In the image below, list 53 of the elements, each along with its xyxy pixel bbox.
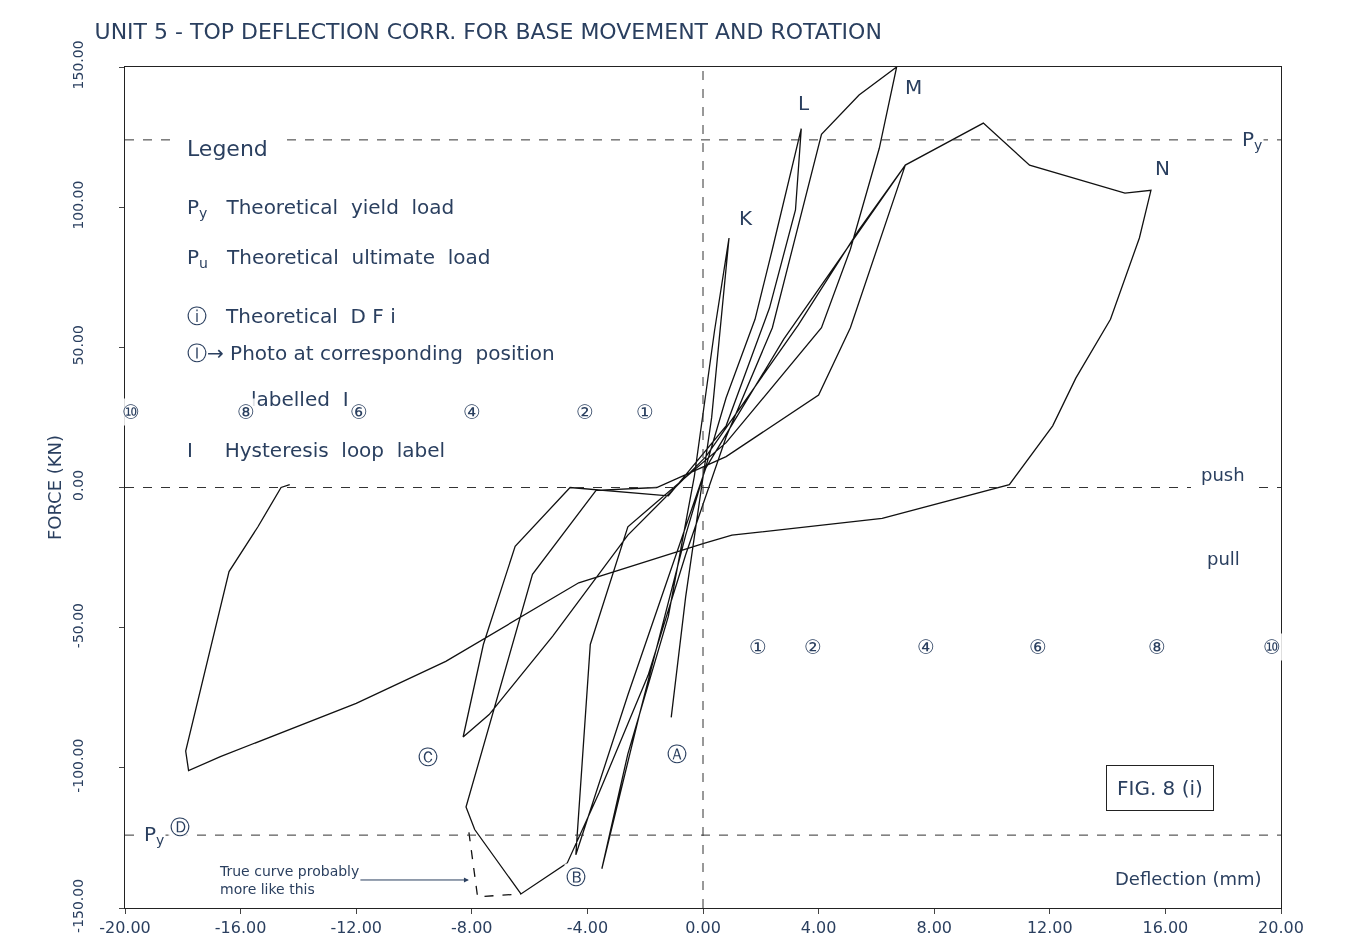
x-tick-label: 8.00 [916, 918, 953, 938]
annotation: M [905, 75, 923, 99]
x-tick-label: -12.00 [330, 918, 382, 938]
annotation: push [1201, 464, 1245, 485]
x-tick-label: 16.00 [1142, 918, 1189, 938]
annotation: ⑥ [350, 400, 368, 424]
annotation: ⑩ [1263, 635, 1281, 659]
annotation: ① [636, 400, 654, 424]
annotation: ② [576, 400, 594, 424]
x-tick-label: -16.00 [214, 918, 267, 938]
annotation: ⓘ Theoretical D F i [187, 304, 396, 328]
chart-title: UNIT 5 - TOP DEFLECTION CORR. FOR BASE MOVEMENT AND ROTATION [94, 19, 882, 45]
x-tick-label: 20.00 [1258, 918, 1304, 938]
text: P$_{y}$ Theoretical yield load [187, 195, 455, 222]
y-tick-label: 100.00 [70, 180, 87, 230]
ref-line-label: P$_{y}$ [144, 822, 165, 849]
annotation: L [798, 91, 810, 115]
y-tick-label: -100.00 [70, 738, 87, 793]
y-tick-label: 50.00 [70, 325, 87, 366]
annotation: ⑥ [1029, 635, 1047, 659]
x-tick-label: -4.00 [566, 918, 609, 938]
annotation: N [1155, 156, 1170, 180]
annotation: ④ [917, 635, 935, 659]
x-axis-title: Deflection (mm) [1115, 868, 1262, 889]
y-tick-label: 150.00 [70, 40, 87, 90]
x-tick-label: 12.00 [1026, 918, 1073, 938]
annotation: ④ [463, 400, 481, 424]
annotation: Ⓑ [566, 865, 586, 889]
annotation: True curve probably more like this [219, 863, 360, 898]
y-axis-title: FORCE (KN) [43, 434, 65, 541]
y-tick-label: -150.00 [70, 878, 87, 933]
annotation: ① [749, 635, 767, 659]
x-tick-label: -8.00 [451, 918, 493, 938]
annotation: Legend [187, 136, 268, 161]
annotation: FIG. 8 (i) [1117, 776, 1203, 800]
annotation: ⑩ [122, 400, 140, 424]
x-tick-label: -20.00 [99, 918, 151, 938]
annotation: ⑧ [237, 400, 255, 424]
annotation: Ⓓ [170, 815, 190, 839]
annotation: K [739, 206, 753, 230]
annotation: pull [1207, 548, 1240, 569]
annotation: Ⓐ [667, 742, 687, 766]
annotation: I Hysteresis loop label [187, 438, 446, 462]
ref-line-label: P$_{y}$ [1242, 127, 1263, 154]
y-tick-label: 0.00 [70, 469, 87, 501]
annotation: ⑧ [1148, 635, 1166, 659]
text: P$_{u}$ Theoretical ultimate load [187, 245, 491, 272]
x-tick-label: 0.00 [685, 918, 721, 938]
annotation: Ⓒ [418, 745, 438, 769]
x-tick-label: 4.00 [800, 918, 837, 938]
y-tick-label: -50.00 [70, 603, 87, 649]
annotation: Ⓘ→ Photo at corresponding position [187, 341, 555, 365]
annotation: ② [804, 635, 822, 659]
